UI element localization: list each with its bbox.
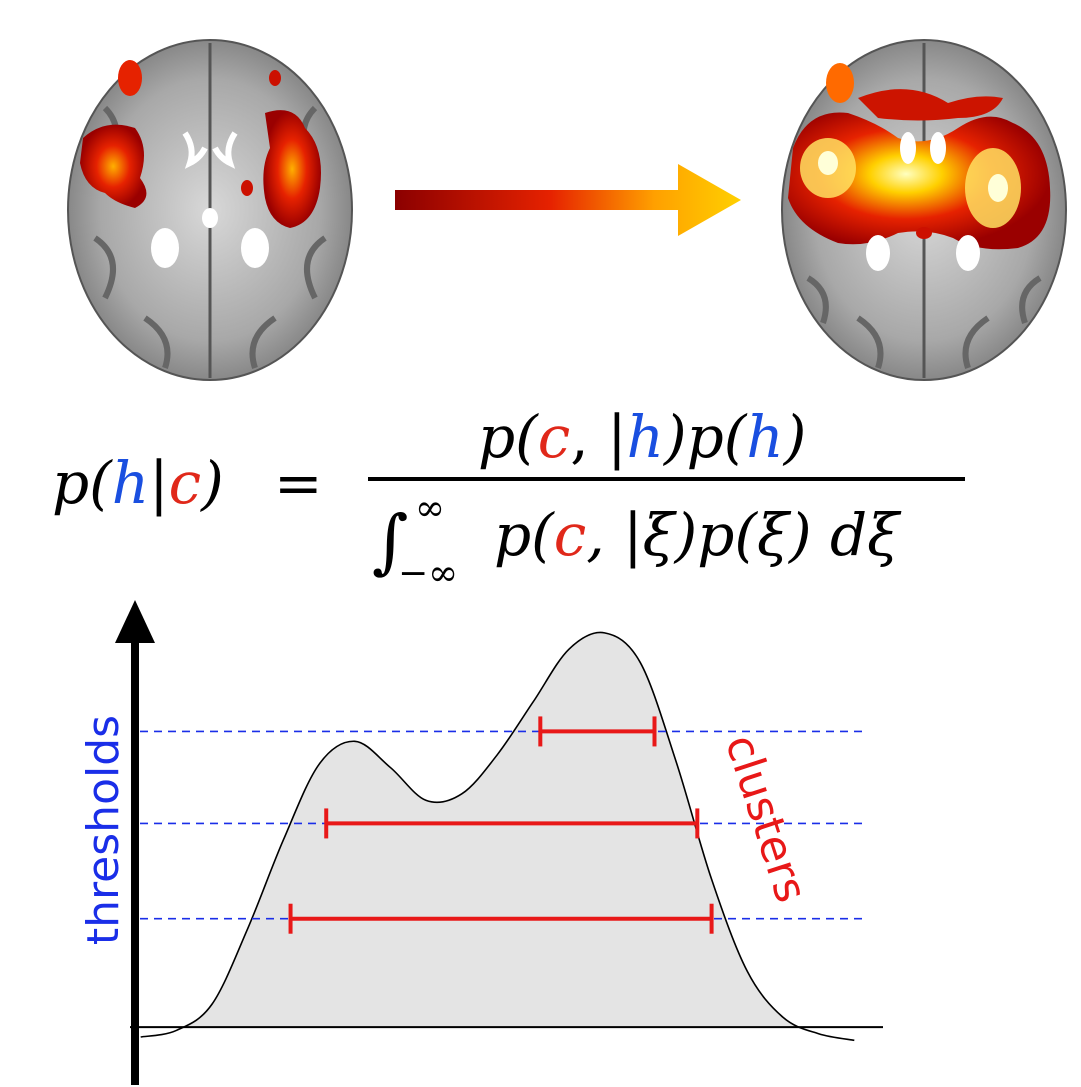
y-axis-arrowhead (115, 600, 155, 643)
eq-equals: = (274, 449, 323, 517)
bayes-equation: p(h|c) = p(c, |h)p(h) ∫ ∞ −∞ p(c, |ξ)p(ξ… (52, 403, 965, 594)
eq-lhs-h: h (112, 449, 149, 517)
y-axis-label: thresholds (78, 715, 129, 945)
threshold-cluster-plot: thresholds clusters (78, 600, 883, 1085)
eq-lhs-p: p( (52, 449, 113, 517)
activation-blob (826, 63, 854, 103)
brain-before-image (67, 39, 353, 381)
eq-lhs-c: c (169, 449, 201, 517)
svg-text:p(h|c): p(h|c) (52, 449, 224, 517)
density-curve (140, 631, 855, 1042)
equation-lhs: p(h|c) (52, 449, 224, 517)
eq-numerator: p(c, |h)p(h) (478, 403, 806, 471)
gradient-arrow-icon (395, 164, 741, 236)
eq-lower-limit: −∞ (398, 553, 458, 594)
eq-upper-limit: ∞ (415, 488, 445, 529)
activation-blob (858, 89, 1003, 121)
density-fill (140, 632, 855, 1028)
eq-lhs-close: ) (199, 449, 224, 517)
eq-lhs-bar: | (149, 449, 169, 517)
activation-blob (118, 60, 142, 96)
clusters-label: clusters (715, 729, 817, 909)
eq-integral: ∫ (372, 500, 408, 582)
activation-blob (80, 124, 147, 208)
brain-after-image (781, 39, 1067, 381)
eq-denominator: p(c, |ξ)p(ξ) dξ (494, 501, 902, 569)
activation-blob (263, 110, 321, 228)
